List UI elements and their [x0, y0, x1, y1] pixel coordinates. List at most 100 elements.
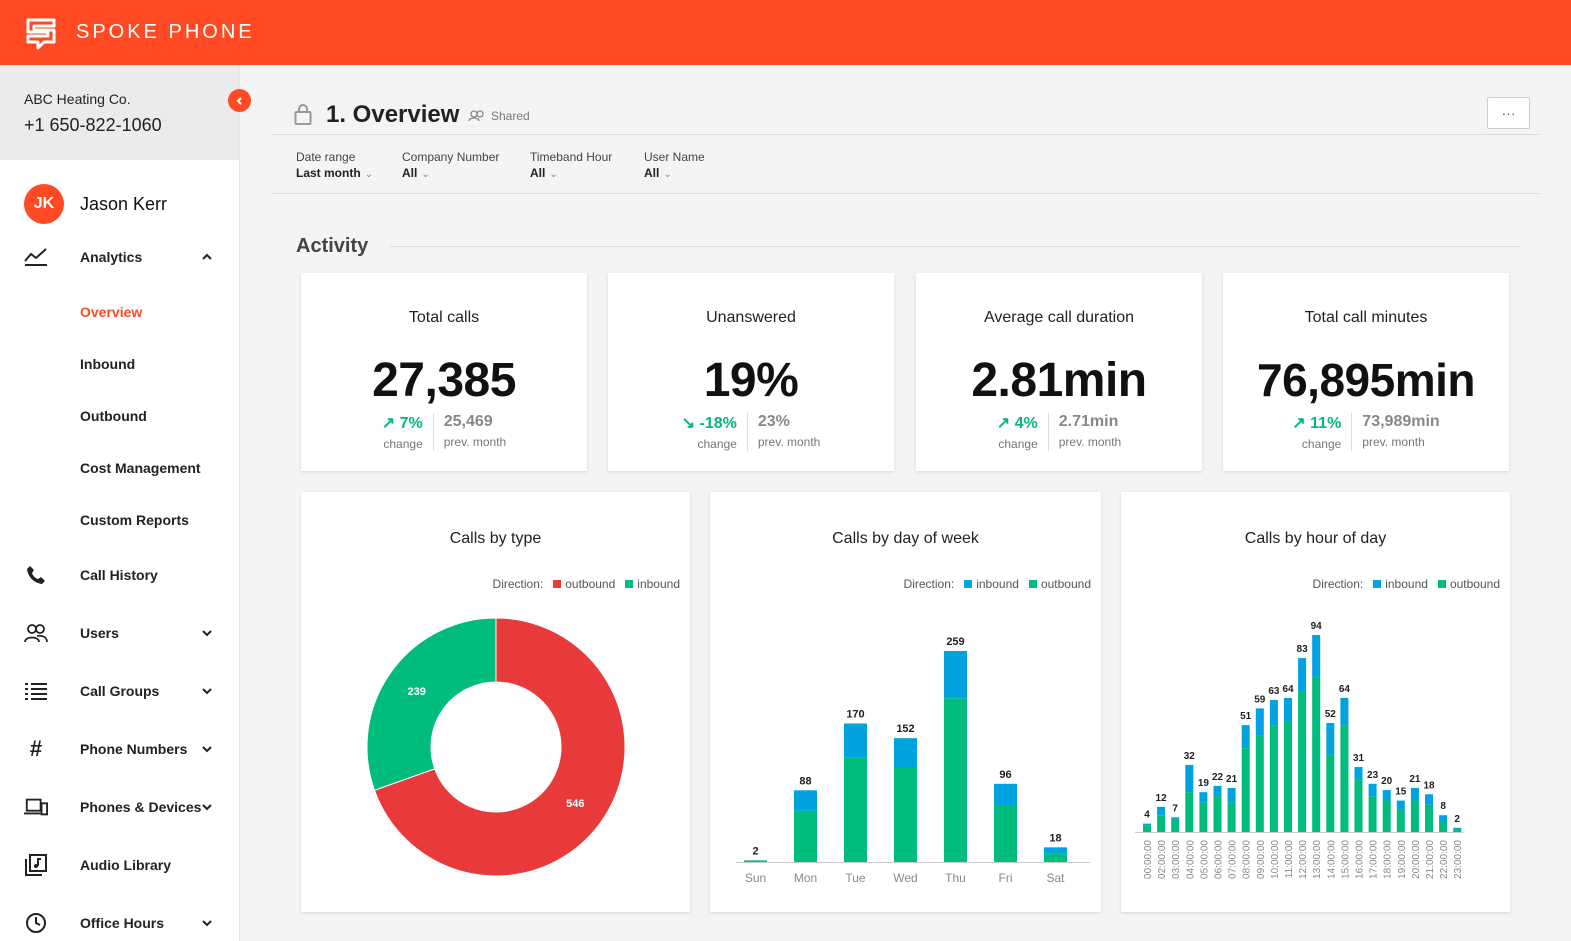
tick-label: 23:00:00 — [1453, 840, 1464, 879]
chart-title: Calls by hour of day — [1244, 530, 1387, 547]
arrow-up-right-icon: ↗ — [381, 415, 396, 432]
bar-outbound — [1185, 792, 1194, 832]
pie-slice-outbound — [373, 617, 626, 877]
sidebar-item-call-history[interactable]: Call History — [0, 546, 239, 604]
data-label: 59 — [1254, 694, 1266, 705]
bar-outbound — [1312, 676, 1321, 832]
legend-item[interactable]: inbound — [637, 577, 680, 591]
user-profile[interactable]: JK Jason Kerr — [0, 160, 239, 224]
more-options-button[interactable]: ··· — [1487, 97, 1530, 129]
bar-outbound — [994, 804, 1017, 862]
data-label: 31 — [1353, 753, 1365, 764]
section-title: Activity — [296, 235, 369, 257]
chart-title: Calls by type — [449, 530, 542, 547]
page-header: 1. Overview Shared ··· — [272, 95, 1540, 135]
bar-inbound — [1044, 847, 1067, 854]
data-label: 94 — [1311, 621, 1323, 632]
filter-company-number[interactable]: Company Number All ⌄ — [402, 150, 499, 180]
bar-outbound — [744, 860, 767, 862]
spoke-logo-icon[interactable] — [24, 16, 58, 50]
bar-inbound — [1255, 708, 1264, 736]
bar-outbound — [794, 810, 817, 862]
chevron-down-icon[interactable] — [200, 800, 214, 814]
data-label: 64 — [1339, 684, 1351, 695]
filter-date-range[interactable]: Date range Last month ⌄ — [296, 150, 373, 180]
shared-indicator[interactable]: Shared — [468, 109, 530, 123]
legend-item[interactable]: outbound — [1040, 577, 1091, 591]
tick-label: 22:00:00 — [1439, 840, 1450, 879]
filter-label: Company Number — [402, 150, 500, 164]
data-label: 83 — [1297, 644, 1309, 655]
avatar[interactable]: JK — [24, 184, 64, 224]
legend-item[interactable]: inbound — [976, 577, 1019, 591]
sidebar-item-phone-numbers[interactable]: # Phone Numbers — [0, 720, 239, 778]
sidebar-item-audio-library[interactable]: Audio Library — [0, 836, 239, 894]
tick-label: 14:00:00 — [1326, 840, 1337, 879]
filter-value[interactable]: All ⌄ — [644, 166, 672, 180]
chevron-down-icon[interactable] — [200, 626, 214, 640]
sidebar-item-label: Phones & Devices — [80, 799, 202, 815]
nav-menu: Analytics Overview Inbound Outbound Cost… — [0, 228, 239, 941]
legend-item[interactable]: outbound — [1449, 577, 1500, 591]
chevron-down-icon[interactable] — [200, 742, 214, 756]
chevron-down-icon[interactable] — [200, 916, 214, 930]
chart-legend: Direction: outbound inbound — [493, 577, 680, 591]
sidebar-item-analytics[interactable]: Analytics — [0, 228, 239, 286]
sidebar-item-call-groups[interactable]: Call Groups — [0, 662, 239, 720]
bar-outbound — [1199, 802, 1208, 832]
filter-value[interactable]: All ⌄ — [530, 166, 558, 180]
filter-user-name[interactable]: User Name All ⌄ — [644, 150, 705, 180]
kpi-card: Average call duration 2.81min ↗ 4% change… — [916, 273, 1202, 471]
sidebar-item-label: Analytics — [80, 249, 143, 265]
filter-value[interactable]: All ⌄ — [402, 166, 430, 180]
bar-inbound — [894, 738, 917, 768]
legend-item[interactable]: inbound — [1385, 577, 1428, 591]
bar-outbound — [1241, 748, 1250, 832]
filter-timeband-hour[interactable]: Timeband Hour All ⌄ — [530, 150, 612, 180]
tick-label: 11:00:00 — [1284, 840, 1295, 879]
filter-value[interactable]: Last month ⌄ — [296, 166, 374, 180]
bar-inbound — [1157, 806, 1166, 816]
tick-label: 09:00:00 — [1256, 840, 1267, 879]
tick-label: 04:00:00 — [1185, 840, 1196, 879]
kpi-change: 7% — [399, 415, 423, 432]
sidebar-item-users[interactable]: Users — [0, 604, 239, 662]
sidebar-subitem-outbound[interactable]: Outbound — [80, 408, 147, 424]
kpi-change: 4% — [1014, 415, 1038, 432]
bar-inbound — [1312, 635, 1321, 677]
main-content: 1. Overview Shared ··· Date range Last m… — [240, 65, 1571, 941]
collapse-sidebar-button[interactable] — [228, 89, 251, 112]
bar-inbound — [1354, 767, 1363, 780]
data-label: 239 — [408, 686, 426, 698]
sidebar-item-office-hours[interactable]: Office Hours — [0, 894, 239, 941]
sidebar-subitem-inbound[interactable]: Inbound — [80, 356, 136, 372]
bar-inbound — [1269, 699, 1278, 726]
bar-inbound — [794, 790, 817, 811]
sidebar-subitem-cost-management[interactable]: Cost Management — [80, 460, 201, 476]
chevron-up-icon[interactable] — [200, 250, 214, 264]
chevron-down-icon[interactable] — [200, 684, 214, 698]
kpi-title: Unanswered — [706, 309, 796, 326]
data-label: 19 — [1198, 778, 1210, 789]
sidebar-item-label: Users — [80, 625, 119, 641]
legend-title: Direction: — [903, 577, 955, 591]
app-name: SPOKE PHONE — [76, 21, 255, 43]
user-name: Jason Kerr — [80, 193, 168, 214]
legend-item[interactable]: outbound — [565, 577, 616, 591]
sidebar-subitem-custom-reports[interactable]: Custom Reports — [80, 512, 189, 528]
bar-outbound — [1382, 800, 1391, 832]
sidebar-item-label: Call Groups — [80, 683, 160, 699]
filter-label: Date range — [296, 150, 356, 164]
data-label: 63 — [1268, 686, 1280, 697]
sidebar-subitem-overview[interactable]: Overview — [80, 304, 143, 320]
bar-inbound — [1453, 827, 1462, 830]
bar-inbound — [1298, 658, 1307, 692]
tick-label: 03:00:00 — [1171, 840, 1182, 879]
data-label: 152 — [896, 723, 914, 735]
kpi-prev-value: 25,469 — [443, 413, 493, 430]
tick-label: 00:00:00 — [1143, 840, 1154, 879]
sidebar-item-phones-devices[interactable]: Phones & Devices — [0, 778, 239, 836]
lock-icon[interactable] — [294, 103, 312, 125]
kpi-prev-label: prev. month — [1058, 435, 1122, 449]
tick-label: 13:00:00 — [1312, 840, 1323, 879]
